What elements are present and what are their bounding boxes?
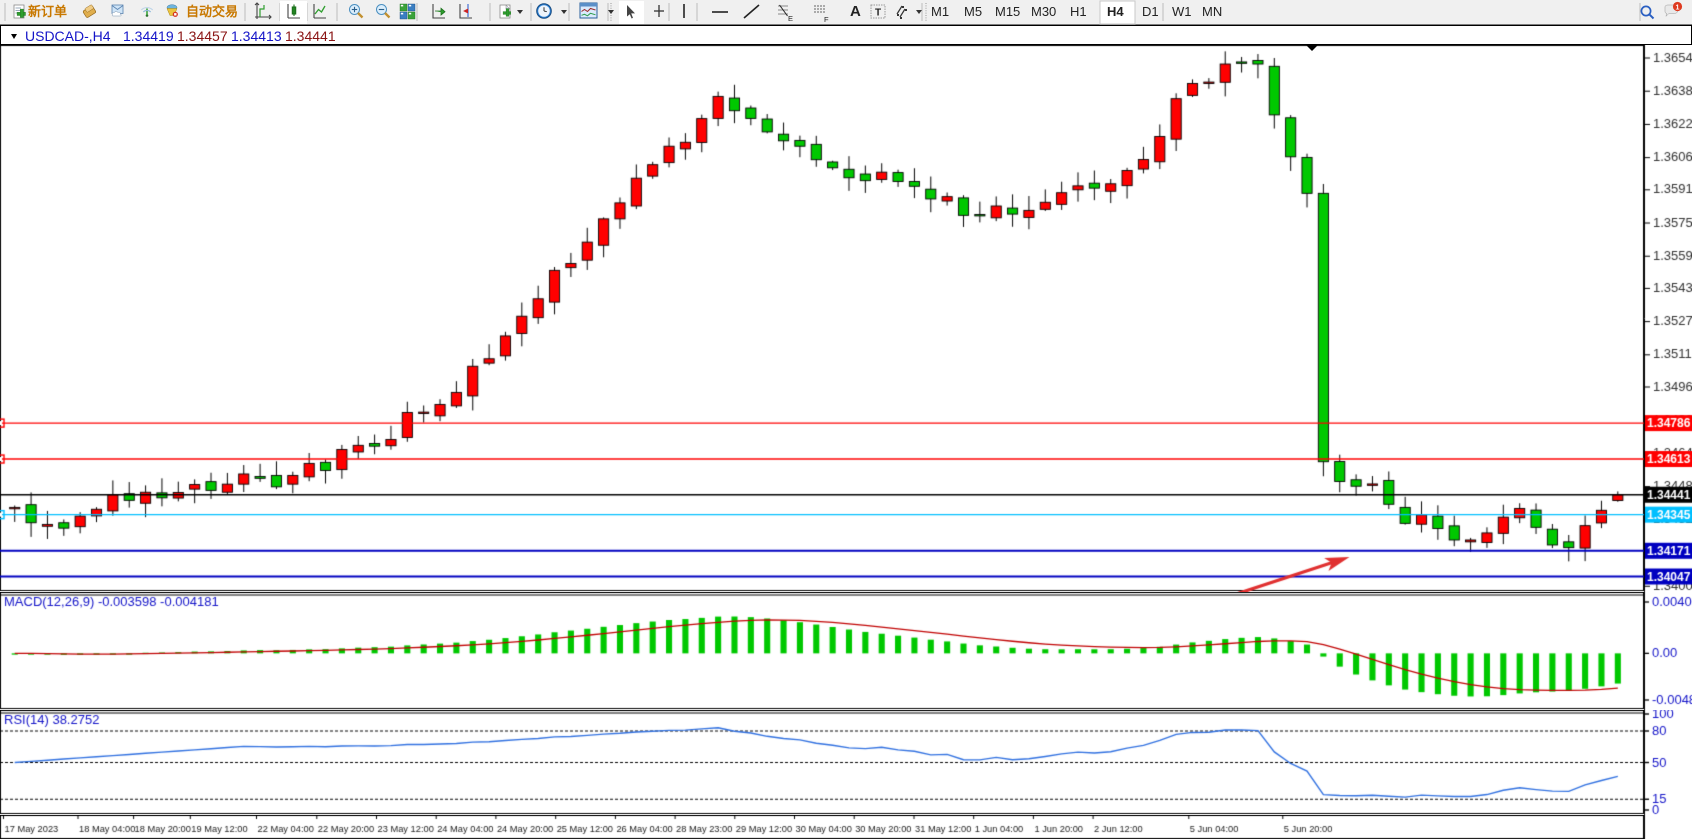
svg-text:H1: H1 bbox=[1070, 4, 1087, 19]
svg-text:M1: M1 bbox=[931, 4, 949, 19]
svg-text:M15: M15 bbox=[995, 4, 1020, 19]
svg-text:1.34413: 1.34413 bbox=[231, 28, 282, 44]
svg-text:H4: H4 bbox=[1107, 4, 1124, 19]
svg-text:1.34457: 1.34457 bbox=[177, 28, 228, 44]
svg-text:M5: M5 bbox=[964, 4, 982, 19]
svg-text:M30: M30 bbox=[1031, 4, 1056, 19]
svg-text:1.34419: 1.34419 bbox=[123, 28, 174, 44]
svg-text:W1: W1 bbox=[1172, 4, 1192, 19]
svg-text:D1: D1 bbox=[1142, 4, 1159, 19]
svg-text:1.34441: 1.34441 bbox=[285, 28, 336, 44]
svg-text:1: 1 bbox=[1676, 4, 1680, 11]
svg-text:USDCAD-,H4: USDCAD-,H4 bbox=[25, 28, 111, 44]
svg-text:MN: MN bbox=[1202, 4, 1222, 19]
